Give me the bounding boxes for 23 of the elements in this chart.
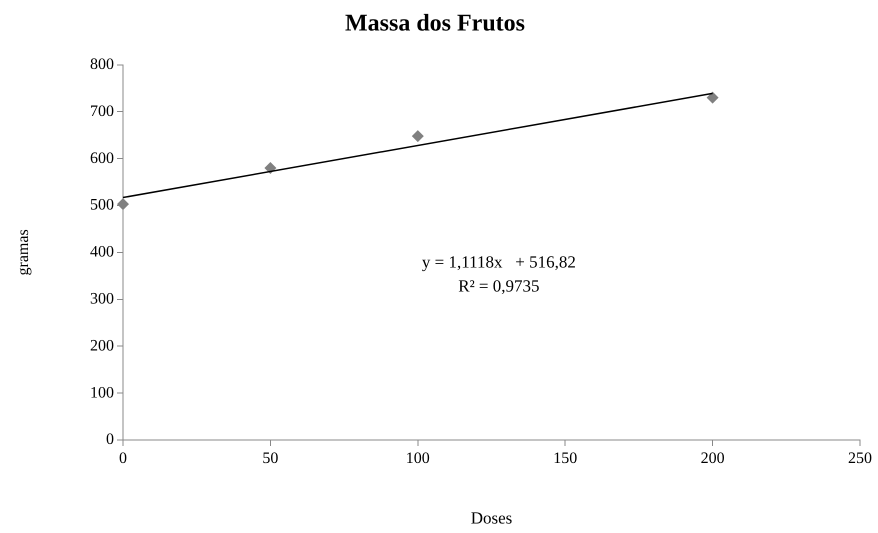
y-tick-label: 700: [90, 102, 114, 120]
x-axis-title: Doses: [470, 508, 512, 528]
x-tick-label: 150: [553, 450, 578, 467]
x-tick-label: 0: [119, 450, 127, 467]
y-tick-label: 200: [90, 337, 114, 354]
y-tick-label: 0: [106, 431, 114, 448]
point: [117, 198, 129, 210]
point: [412, 130, 424, 142]
annotation: R² = 0,9735: [458, 276, 540, 296]
y-tick-label: 600: [90, 150, 114, 167]
chart-title: Massa dos Frutos: [344, 10, 526, 37]
annotation: y = 1,1118x + 516,82: [422, 252, 576, 272]
y-tick-label: 800: [90, 56, 114, 74]
y-tick-label: 300: [90, 290, 114, 308]
x-tick-label: 250: [848, 450, 872, 467]
y-tick-label: 100: [90, 384, 114, 402]
point: [706, 92, 719, 104]
x-tick-label: 100: [406, 450, 430, 467]
y-tick-label: 500: [90, 196, 114, 214]
y-axis-title: gramas: [14, 229, 32, 276]
x-tick-label: 50: [262, 450, 278, 467]
x-tick-label: 200: [700, 450, 725, 467]
y-tick-label: 400: [90, 244, 114, 261]
